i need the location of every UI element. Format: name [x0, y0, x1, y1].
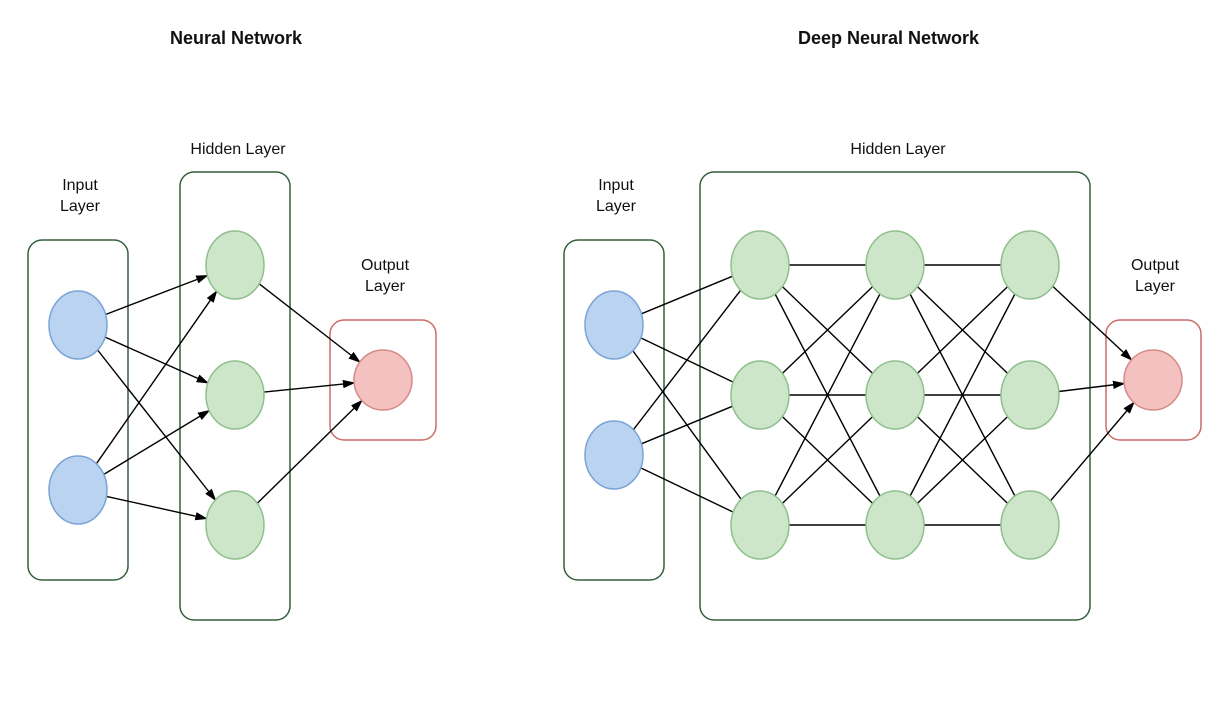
- left-edge: [264, 383, 354, 392]
- right-edge: [1050, 403, 1134, 501]
- left-node-L1_2: [206, 491, 264, 559]
- right-node-R0_1: [585, 421, 643, 489]
- right-node-R3_2: [1001, 491, 1059, 559]
- left-label-input: InputLayer: [50, 176, 110, 218]
- right-edge: [641, 406, 732, 444]
- right-node-R3_1: [1001, 361, 1059, 429]
- right-label-output: OutputLayer: [1120, 256, 1190, 298]
- left-node-L1_0: [206, 231, 264, 299]
- right-edge: [641, 468, 733, 512]
- title-deep-neural-network: Deep Neural Network: [798, 28, 979, 49]
- right-edge: [641, 276, 732, 314]
- right-label-hidden: Hidden Layer: [848, 140, 948, 161]
- right-node-R1_0: [731, 231, 789, 299]
- left-node-L1_1: [206, 361, 264, 429]
- right-node-R4_0: [1124, 350, 1182, 410]
- right-node-R1_1: [731, 361, 789, 429]
- left-label-output: OutputLayer: [350, 256, 420, 298]
- right-node-R1_2: [731, 491, 789, 559]
- right-node-R2_1: [866, 361, 924, 429]
- left-edge: [96, 291, 216, 463]
- right-label-input: InputLayer: [586, 176, 646, 218]
- right-node-R0_0: [585, 291, 643, 359]
- left-node-L0_1: [49, 456, 107, 524]
- left-node-L0_0: [49, 291, 107, 359]
- left-edge: [259, 284, 360, 362]
- left-edge: [106, 276, 208, 315]
- right-edge: [1059, 384, 1124, 392]
- title-neural-network: Neural Network: [170, 28, 302, 49]
- right-node-R3_0: [1001, 231, 1059, 299]
- left-edge: [104, 411, 209, 475]
- left-edge: [105, 337, 208, 383]
- left-node-L2_0: [354, 350, 412, 410]
- left-edge: [107, 496, 207, 518]
- left-edge: [98, 350, 216, 500]
- right-node-R2_2: [866, 491, 924, 559]
- diagram-canvas: [0, 0, 1224, 714]
- left-edge: [257, 401, 362, 504]
- left-label-hidden: Hidden Layer: [188, 140, 288, 161]
- right-node-R2_0: [866, 231, 924, 299]
